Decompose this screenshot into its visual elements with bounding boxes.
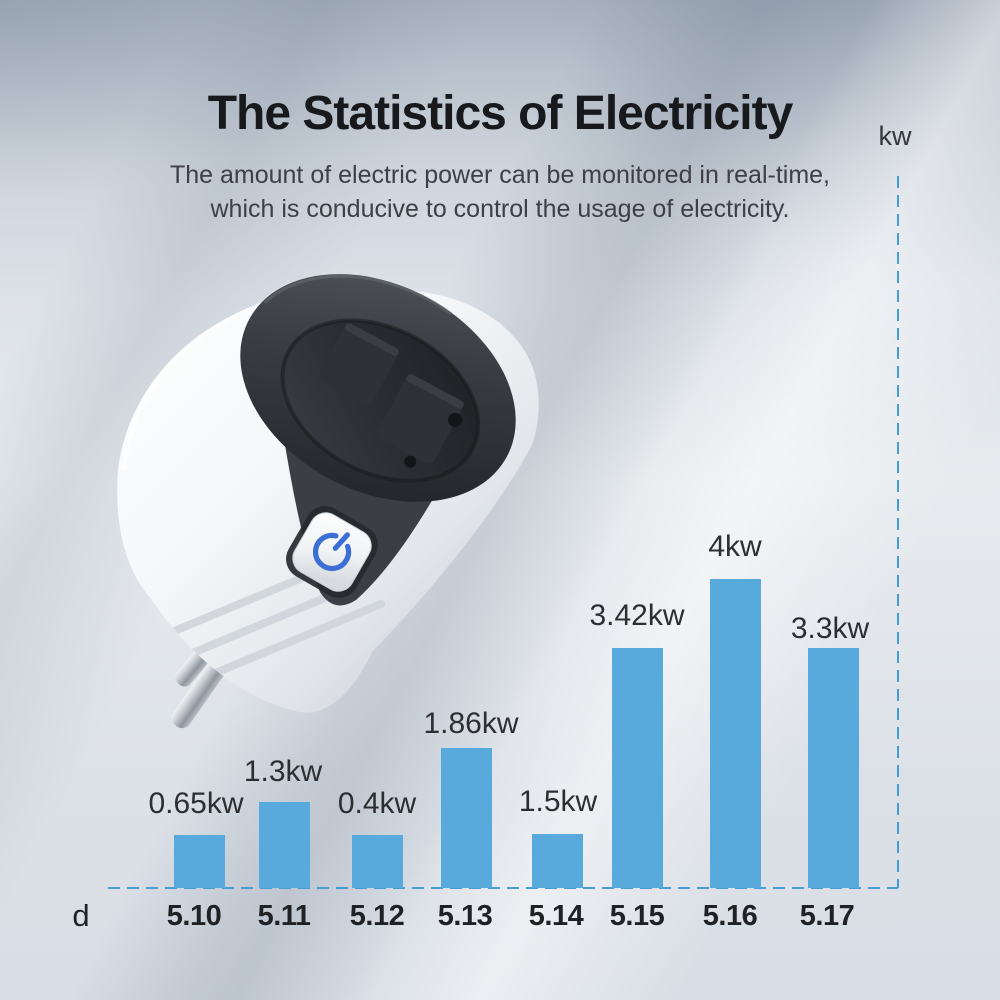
- x-axis-label-5.16: 5.16: [702, 900, 758, 932]
- bar-value-label-5.13: 1.86kw: [423, 707, 519, 740]
- bar-value-label-5.10: 0.65kw: [148, 787, 244, 820]
- x-axis-label-5.17: 5.17: [799, 900, 855, 932]
- x-axis-unit-label: d: [72, 898, 90, 933]
- chart-bar-5.13: [441, 748, 492, 888]
- socket-hole: [448, 412, 463, 427]
- bar-value-label-5.14: 1.5kw: [518, 785, 598, 818]
- chart-bar-5.15: [612, 648, 663, 888]
- bar-value-label-5.12: 0.4kw: [337, 787, 417, 820]
- socket-hole: [404, 455, 417, 468]
- bar-value-label-5.11: 1.3kw: [243, 755, 323, 788]
- x-axis-dashed-line: [108, 887, 898, 889]
- bar-value-label-5.17: 3.3kw: [790, 612, 870, 645]
- subtitle-line-1: The amount of electric power can be moni…: [169, 161, 831, 189]
- x-axis-label-5.15: 5.15: [609, 900, 665, 932]
- y-axis-unit-label: kw: [878, 121, 912, 151]
- bar-value-label-5.16: 4kw: [708, 530, 762, 563]
- page-title: The Statistics of Electricity: [207, 87, 794, 140]
- x-axis-label-5.12: 5.12: [349, 900, 405, 932]
- subtitle-line-2: which is conducive to control the usage …: [210, 195, 790, 223]
- power-icon: [312, 532, 352, 571]
- power-button: [286, 506, 378, 598]
- x-axis-label-5.10: 5.10: [166, 900, 222, 932]
- smart-plug-image: [117, 274, 539, 729]
- chart-bar-5.10: [174, 835, 225, 888]
- chart-bar-5.17: [808, 648, 859, 888]
- x-axis-label-5.14: 5.14: [528, 900, 584, 932]
- page-subtitle: The amount of electric power can be moni…: [0, 158, 1000, 226]
- x-axis-label-5.11: 5.11: [257, 900, 311, 932]
- chart-bar-5.16: [710, 579, 761, 888]
- x-axis-label-5.13: 5.13: [437, 900, 493, 932]
- chart-bar-5.12: [352, 835, 403, 888]
- chart-bar-5.11: [259, 802, 310, 888]
- y-axis-dashed-line: [897, 176, 899, 888]
- bar-value-label-5.15: 3.42kw: [589, 599, 685, 632]
- chart-bar-5.14: [532, 834, 583, 888]
